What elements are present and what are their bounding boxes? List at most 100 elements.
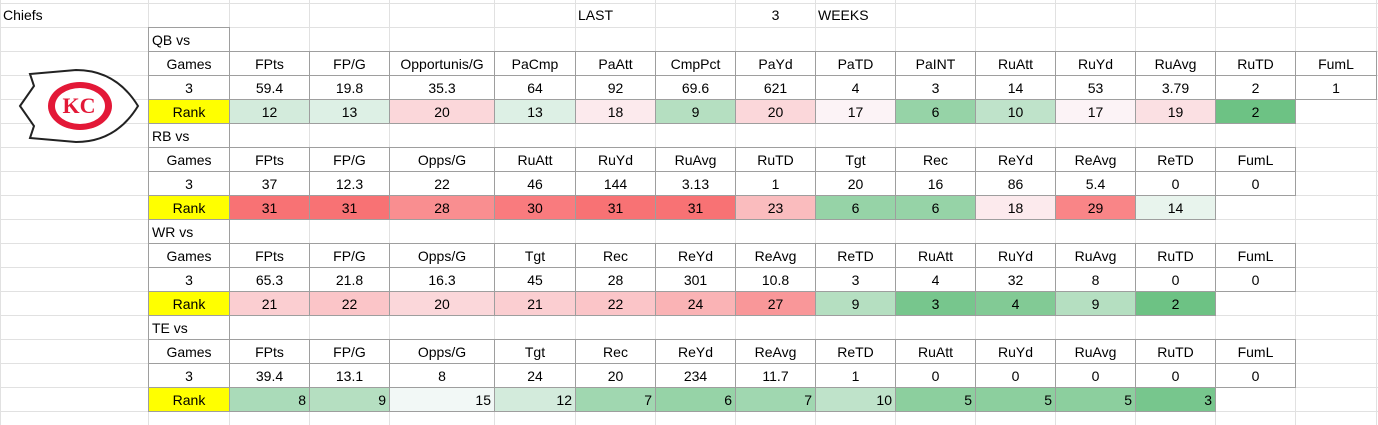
column-header: RuYd: [1055, 51, 1136, 76]
rank-value: 15: [389, 387, 495, 412]
column-header: FP/G: [309, 51, 390, 76]
column-header: Tgt: [494, 243, 576, 268]
stat-value: 0: [1135, 267, 1216, 292]
column-header: PaINT: [895, 51, 976, 76]
rank-value: 31: [655, 195, 736, 220]
stat-value: 19.8: [309, 75, 390, 100]
column-header: RuTD: [1135, 339, 1216, 364]
stat-value: 0: [1055, 363, 1136, 388]
rank-value: 3: [1135, 387, 1216, 412]
rank-value: 13: [309, 99, 390, 124]
column-header: FP/G: [309, 339, 390, 364]
column-header: RuYd: [975, 243, 1056, 268]
stat-value: 45: [494, 267, 576, 292]
rank-value: 23: [735, 195, 816, 220]
column-header: Rec: [575, 339, 656, 364]
rank-value: 7: [575, 387, 656, 412]
stat-value: 22: [389, 171, 495, 196]
rank-value: 8: [229, 387, 310, 412]
rank-label: Rank: [148, 387, 230, 412]
column-header: Opps/G: [389, 147, 495, 172]
rank-value: 24: [655, 291, 736, 316]
rank-value: 17: [815, 99, 896, 124]
stat-value: 28: [575, 267, 656, 292]
stat-value: 46: [494, 171, 576, 196]
rank-value: 6: [815, 195, 896, 220]
column-header: ReYd: [975, 147, 1056, 172]
column-header: FP/G: [309, 243, 390, 268]
rank-value: 5: [895, 387, 976, 412]
column-header: FumL: [1295, 51, 1377, 76]
stat-value: 16: [895, 171, 976, 196]
column-header: ReYd: [655, 243, 736, 268]
column-header: ReAvg: [1055, 147, 1136, 172]
stat-value: 0: [1215, 171, 1296, 196]
stat-value: 3: [148, 363, 230, 388]
column-header: PaYd: [735, 51, 816, 76]
grid-col: [0, 0, 1, 425]
rank-value: 10: [975, 99, 1056, 124]
rank-value: 6: [895, 195, 976, 220]
rank-value: 30: [494, 195, 576, 220]
svg-text:KC: KC: [63, 93, 96, 118]
grid-col: [1376, 0, 1377, 425]
column-header: RuTD: [1215, 51, 1296, 76]
rank-value: 31: [575, 195, 656, 220]
rank-value: 19: [1135, 99, 1216, 124]
column-header: Tgt: [815, 147, 896, 172]
column-header: ReTD: [815, 243, 896, 268]
column-header: Rec: [575, 243, 656, 268]
rank-label: Rank: [148, 99, 230, 124]
column-header: Opportunis/G: [389, 51, 495, 76]
column-header: FPts: [229, 147, 310, 172]
stat-value: 0: [1135, 363, 1216, 388]
column-header: FumL: [1215, 147, 1296, 172]
column-header: RuAtt: [895, 339, 976, 364]
column-header: Rec: [895, 147, 976, 172]
rank-value: 22: [309, 291, 390, 316]
column-header: FumL: [1215, 243, 1296, 268]
column-header: FPts: [229, 51, 310, 76]
rank-value: 2: [1135, 291, 1216, 316]
rank-value: 22: [575, 291, 656, 316]
rank-value: 20: [389, 291, 495, 316]
column-header: ReAvg: [735, 339, 816, 364]
stat-value: 5.4: [1055, 171, 1136, 196]
column-header: FP/G: [309, 147, 390, 172]
rank-value: 28: [389, 195, 495, 220]
rank-value: 31: [229, 195, 310, 220]
rank-value: 2: [1215, 99, 1296, 124]
stat-value: 32: [975, 267, 1056, 292]
stat-value: 20: [575, 363, 656, 388]
rank-value: 31: [309, 195, 390, 220]
section-label: RB vs: [148, 123, 230, 148]
stat-value: 301: [655, 267, 736, 292]
stat-value: 10.8: [735, 267, 816, 292]
stat-value: 4: [815, 75, 896, 100]
rank-value: 6: [895, 99, 976, 124]
stat-value: 1: [815, 363, 896, 388]
column-header: ReYd: [655, 339, 736, 364]
stat-value: 3: [148, 267, 230, 292]
stat-value: 39.4: [229, 363, 310, 388]
rank-value: 29: [1055, 195, 1136, 220]
stat-value: 1: [1295, 75, 1377, 100]
rank-value: 18: [575, 99, 656, 124]
rank-value: 14: [1135, 195, 1216, 220]
column-header: RuYd: [575, 147, 656, 172]
rank-value: 4: [975, 291, 1056, 316]
stat-value: 86: [975, 171, 1056, 196]
column-header: RuAvg: [1055, 339, 1136, 364]
rank-value: 12: [229, 99, 310, 124]
stat-value: 64: [494, 75, 576, 100]
stat-value: 69.6: [655, 75, 736, 100]
column-header: Games: [148, 339, 230, 364]
stat-value: 24: [494, 363, 576, 388]
rank-value: 20: [389, 99, 495, 124]
stat-value: 20: [815, 171, 896, 196]
column-header: Opps/G: [389, 339, 495, 364]
column-header: PaTD: [815, 51, 896, 76]
stat-value: 14: [975, 75, 1056, 100]
column-header: Games: [148, 147, 230, 172]
column-header: RuTD: [735, 147, 816, 172]
